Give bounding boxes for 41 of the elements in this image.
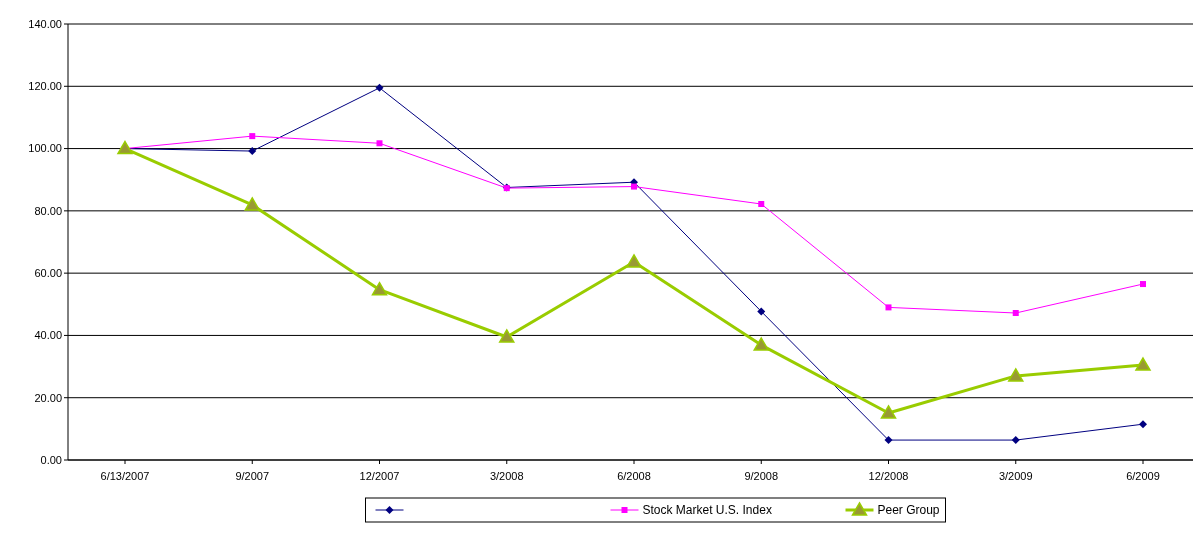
x-tick-label: 9/2007 xyxy=(235,470,270,482)
point xyxy=(880,405,897,419)
point xyxy=(244,197,260,211)
point xyxy=(885,304,892,311)
point xyxy=(1008,368,1024,382)
y-tick-label: 20.00 xyxy=(34,391,62,404)
point xyxy=(376,140,383,147)
point xyxy=(499,329,515,343)
point xyxy=(884,436,893,445)
point xyxy=(249,133,256,140)
y-tick-label: 120.00 xyxy=(28,80,62,93)
point xyxy=(371,281,388,296)
point xyxy=(631,183,637,190)
x-tick-label: 6/2009 xyxy=(1126,470,1160,482)
x-tick-label: 6/2008 xyxy=(617,470,651,482)
x-tick-label: 3/2008 xyxy=(489,470,524,482)
point xyxy=(117,140,133,155)
point xyxy=(1011,436,1020,445)
point xyxy=(1140,281,1146,288)
x-tick-label: 3/2009 xyxy=(998,470,1033,482)
point xyxy=(753,337,769,351)
y-tick-label: 140.00 xyxy=(28,17,62,30)
point xyxy=(1012,310,1019,317)
point xyxy=(757,307,766,316)
point xyxy=(1139,420,1147,429)
y-tick-label: 80.00 xyxy=(34,204,62,217)
point xyxy=(758,201,765,208)
point xyxy=(1135,357,1151,371)
legend-label: Stock Market U.S. Index xyxy=(642,503,772,517)
y-tick-label: 40.00 xyxy=(34,329,62,342)
y-tick-label: 0.00 xyxy=(40,453,62,466)
y-tick-label: 100.00 xyxy=(28,142,62,155)
y-tick-label: 60.00 xyxy=(34,266,62,279)
x-tick-label: 12/2008 xyxy=(868,470,909,482)
point xyxy=(626,254,642,268)
x-tick-label: 6/13/2007 xyxy=(100,470,150,482)
point xyxy=(375,83,384,92)
x-tick-label: 9/2008 xyxy=(744,470,779,482)
legend-label: Peer Group xyxy=(877,503,940,517)
x-tick-label: 12/2007 xyxy=(359,470,400,482)
point xyxy=(248,147,257,156)
